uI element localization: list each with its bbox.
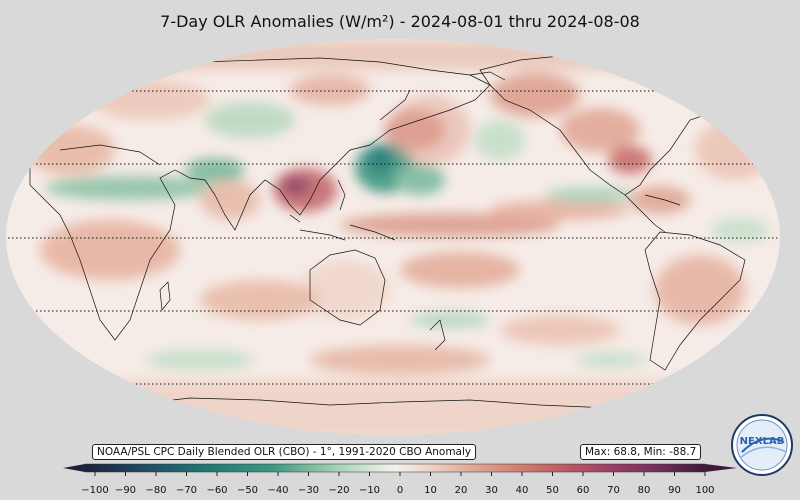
colorbar-tick-label: 30 — [485, 485, 498, 496]
colorbar-tick-label: 90 — [668, 485, 681, 496]
colorbar-tick-label: 60 — [577, 485, 590, 496]
nexlab-logo: NEXLAB — [731, 414, 793, 476]
colorbar-tick-label: −10 — [359, 485, 380, 496]
latitude-lines — [6, 90, 780, 385]
colorbar-tick-label: −40 — [267, 485, 288, 496]
map-title: 7-Day OLR Anomalies (W/m²) - 2024-08-01 … — [160, 12, 640, 31]
colorbar-ticks: −100 −90 −80 −70 −60 −50 −40 −30 −20 −10 0 10 20 30 40… — [81, 472, 715, 496]
colorbar-tick-label: −20 — [328, 485, 349, 496]
colorbar-tick-label: 0 — [397, 485, 403, 496]
colorbar-tick-label: 100 — [695, 485, 714, 496]
colorbar-tick-label: −100 — [81, 485, 108, 496]
colorbar-tick-label: −70 — [176, 485, 197, 496]
colorbar-tick-label: 40 — [516, 485, 529, 496]
colorbar-tick-label: −90 — [115, 485, 136, 496]
colorbar-tick-label: −80 — [145, 485, 166, 496]
colorbar-tick-label: 70 — [607, 485, 620, 496]
colorbar-tick-label: −60 — [206, 485, 227, 496]
colorbar-tick-label: −50 — [237, 485, 258, 496]
colorbar-tick-label: 50 — [546, 485, 559, 496]
source-label: NOAA/PSL CPC Daily Blended OLR (CBO) - 1… — [92, 444, 477, 460]
stats-label: Max: 68.8, Min: -88.7 — [580, 444, 702, 460]
colorbar-tick-label: −30 — [298, 485, 319, 496]
colorbar-tick-label: 10 — [424, 485, 437, 496]
colorbar-tick-label: 80 — [638, 485, 651, 496]
anomaly-field — [6, 39, 780, 435]
logo-text: NEXLAB — [740, 436, 785, 447]
colorbar: −100 −90 −80 −70 −60 −50 −40 −30 −20 −10 0 10 20 30 40… — [63, 463, 737, 496]
colorbar-tick-label: 20 — [455, 485, 468, 496]
